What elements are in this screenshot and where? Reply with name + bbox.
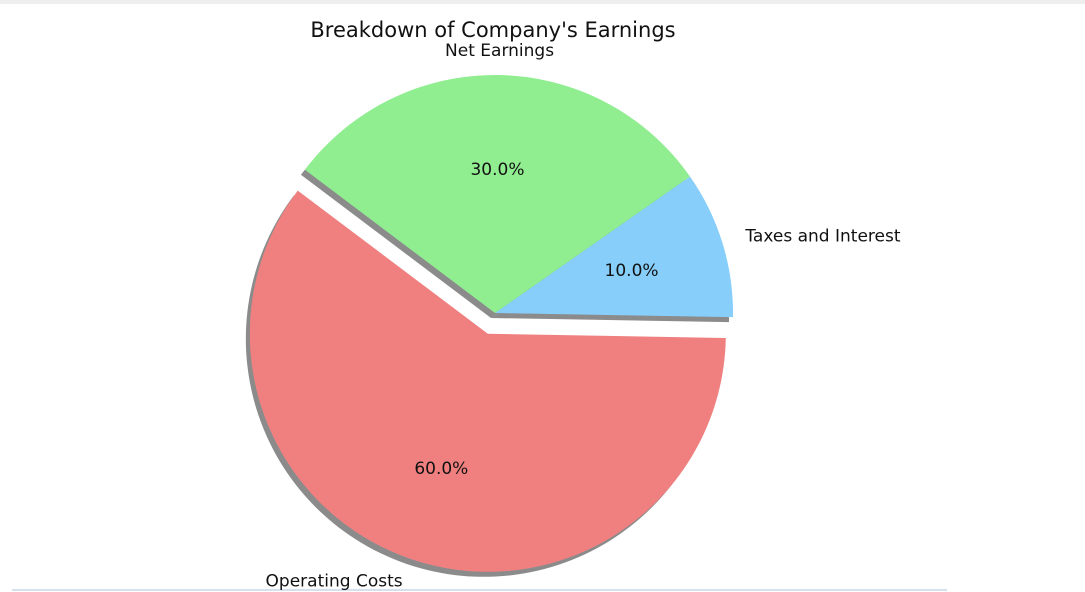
top-border [0, 0, 1085, 4]
bottom-border [12, 589, 947, 591]
slice-label: Taxes and Interest [744, 226, 900, 246]
value-label: 10.0% [605, 261, 659, 281]
slices-layer [249, 74, 733, 572]
slice-label: Operating Costs [266, 571, 403, 591]
value-label: 30.0% [470, 160, 524, 180]
slice [249, 190, 726, 572]
slice [495, 176, 733, 318]
slice-label: Net Earnings [445, 41, 554, 61]
chart-title: Breakdown of Company's Earnings [310, 18, 675, 42]
slice [304, 74, 690, 313]
value-label: 60.0% [414, 459, 468, 479]
